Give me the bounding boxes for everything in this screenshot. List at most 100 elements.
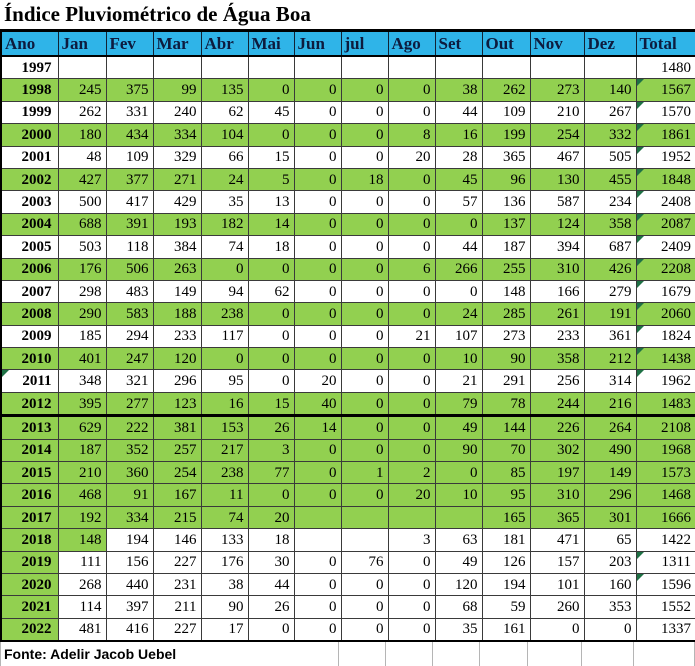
month-cell[interactable]: 227 (152, 550, 202, 574)
month-cell[interactable]: 262 (481, 78, 531, 102)
total-cell[interactable]: 1861 (635, 123, 695, 147)
month-cell[interactable]: 254 (529, 123, 585, 147)
month-cell[interactable]: 48 (57, 145, 107, 169)
month-cell[interactable]: 233 (152, 324, 202, 349)
month-cell[interactable]: 18 (247, 235, 295, 259)
month-cell[interactable]: 0 (293, 212, 342, 237)
month-cell[interactable]: 401 (57, 347, 107, 371)
month-cell[interactable]: 483 (105, 279, 154, 304)
month-cell[interactable]: 135 (200, 78, 249, 102)
month-cell[interactable]: 238 (200, 461, 249, 485)
year-cell[interactable]: 2011 (0, 369, 59, 393)
month-cell[interactable] (583, 55, 637, 80)
month-cell[interactable]: 0 (293, 78, 342, 102)
year-cell[interactable]: 2005 (0, 235, 59, 259)
month-cell[interactable]: 20 (247, 505, 295, 530)
month-cell[interactable]: 298 (57, 279, 107, 304)
empty-cell[interactable] (634, 642, 695, 666)
month-cell[interactable]: 123 (152, 391, 202, 418)
month-cell[interactable]: 130 (529, 167, 585, 192)
month-cell[interactable]: 74 (200, 505, 249, 530)
month-cell[interactable]: 440 (105, 572, 154, 597)
month-cell[interactable]: 0 (340, 235, 389, 259)
col-header-mar[interactable]: Mar (152, 30, 202, 57)
month-cell[interactable]: 0 (247, 302, 295, 326)
year-cell[interactable]: 2001 (0, 145, 59, 169)
month-cell[interactable]: 210 (57, 461, 107, 485)
month-cell[interactable]: 321 (105, 369, 154, 393)
year-cell[interactable]: 2006 (0, 257, 59, 281)
month-cell[interactable]: 0 (387, 617, 436, 642)
month-cell[interactable]: 20 (387, 145, 436, 169)
month-cell[interactable]: 0 (340, 369, 389, 393)
month-cell[interactable] (387, 55, 436, 80)
month-cell[interactable]: 255 (481, 257, 531, 281)
month-cell[interactable]: 503 (57, 235, 107, 259)
month-cell[interactable]: 124 (529, 212, 585, 237)
total-cell[interactable]: 1468 (635, 483, 695, 507)
month-cell[interactable]: 211 (152, 595, 202, 619)
col-header-out[interactable]: Out (481, 30, 531, 57)
month-cell[interactable]: 381 (152, 415, 202, 440)
month-cell[interactable]: 0 (583, 617, 637, 642)
month-cell[interactable]: 0 (340, 100, 389, 125)
month-cell[interactable]: 187 (57, 438, 107, 463)
month-cell[interactable]: 395 (57, 391, 107, 418)
year-cell[interactable]: 2013 (0, 415, 59, 440)
year-cell[interactable]: 2009 (0, 324, 59, 349)
total-cell[interactable]: 1596 (635, 572, 695, 597)
month-cell[interactable]: 0 (293, 145, 342, 169)
month-cell[interactable]: 40 (293, 391, 342, 418)
month-cell[interactable]: 290 (57, 302, 107, 326)
total-cell[interactable]: 1952 (635, 145, 695, 169)
month-cell[interactable]: 264 (583, 415, 637, 440)
year-cell[interactable]: 2002 (0, 167, 59, 192)
month-cell[interactable]: 0 (387, 438, 436, 463)
month-cell[interactable]: 391 (105, 212, 154, 237)
month-cell[interactable]: 294 (105, 324, 154, 349)
month-cell[interactable]: 302 (529, 438, 585, 463)
month-cell[interactable]: 0 (340, 324, 389, 349)
month-cell[interactable]: 165 (481, 505, 531, 530)
month-cell[interactable]: 0 (293, 190, 342, 214)
month-cell[interactable]: 13 (247, 190, 295, 214)
month-cell[interactable]: 0 (340, 212, 389, 237)
month-cell[interactable]: 101 (529, 572, 585, 597)
month-cell[interactable]: 0 (387, 167, 436, 192)
month-cell[interactable]: 85 (481, 461, 531, 485)
month-cell[interactable] (434, 55, 483, 80)
month-cell[interactable]: 365 (481, 145, 531, 169)
month-cell[interactable]: 49 (434, 550, 483, 574)
month-cell[interactable]: 45 (434, 167, 483, 192)
month-cell[interactable]: 90 (434, 438, 483, 463)
total-cell[interactable]: 1573 (635, 461, 695, 485)
month-cell[interactable]: 0 (293, 572, 342, 597)
month-cell[interactable]: 583 (105, 302, 154, 326)
month-cell[interactable]: 199 (481, 123, 531, 147)
month-cell[interactable]: 361 (583, 324, 637, 349)
col-header-abr[interactable]: Abr (200, 30, 249, 57)
month-cell[interactable]: 0 (387, 212, 436, 237)
month-cell[interactable]: 455 (583, 167, 637, 192)
month-cell[interactable]: 0 (387, 572, 436, 597)
month-cell[interactable]: 331 (105, 100, 154, 125)
col-header-nov[interactable]: Nov (529, 30, 585, 57)
month-cell[interactable]: 244 (529, 391, 585, 418)
month-cell[interactable] (105, 55, 154, 80)
month-cell[interactable]: 0 (247, 123, 295, 147)
col-header-jun[interactable]: Jun (293, 30, 342, 57)
month-cell[interactable] (152, 55, 202, 80)
month-cell[interactable]: 118 (105, 235, 154, 259)
month-cell[interactable]: 0 (293, 617, 342, 642)
month-cell[interactable]: 44 (434, 235, 483, 259)
month-cell[interactable]: 77 (247, 461, 295, 485)
month-cell[interactable]: 76 (340, 550, 389, 574)
month-cell[interactable]: 0 (247, 369, 295, 393)
month-cell[interactable]: 45 (247, 100, 295, 125)
month-cell[interactable]: 149 (583, 461, 637, 485)
month-cell[interactable]: 468 (57, 483, 107, 507)
month-cell[interactable]: 90 (481, 347, 531, 371)
month-cell[interactable]: 226 (529, 415, 585, 440)
month-cell[interactable]: 28 (434, 145, 483, 169)
month-cell[interactable]: 0 (293, 123, 342, 147)
